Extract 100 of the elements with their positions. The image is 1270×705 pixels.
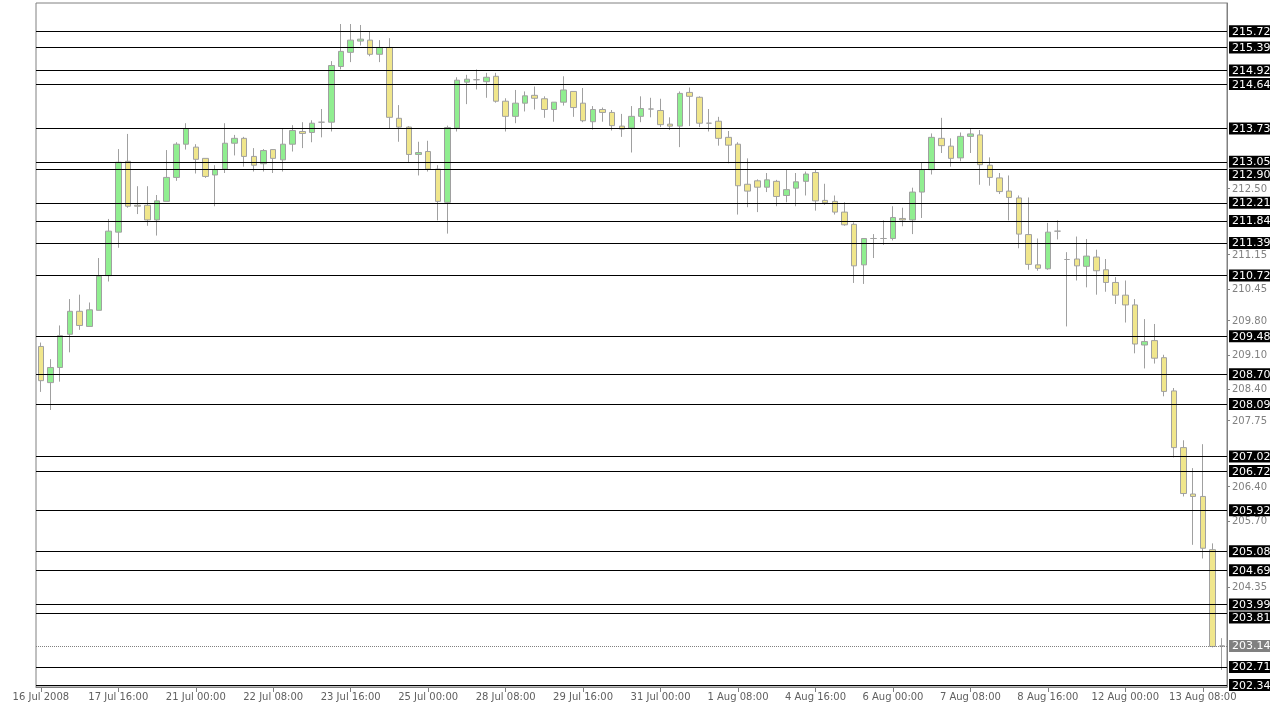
- candlestick: [115, 148, 122, 249]
- candlestick: [396, 104, 402, 143]
- x-tick-label: 23 Jul 16:00: [320, 690, 381, 702]
- candlestick: [1112, 276, 1119, 305]
- candlestick: [987, 156, 993, 187]
- candlestick: [938, 117, 945, 154]
- x-tick-label: 4 Aug 16:00: [784, 690, 847, 702]
- candlestick: [735, 141, 741, 216]
- candlestick: [1141, 318, 1148, 369]
- candlestick: [1006, 174, 1012, 221]
- candlestick: [163, 149, 170, 202]
- candlestick: [1171, 387, 1177, 458]
- y-tick-label: 209.80: [1232, 315, 1268, 327]
- x-tick-label: 12 Aug 00:00: [1091, 690, 1160, 702]
- candlestick: [686, 87, 693, 127]
- candlestick: [560, 75, 567, 107]
- x-tick-label: 8 Aug 16:00: [1017, 690, 1079, 702]
- candlestick: [996, 172, 1003, 195]
- candlestick: [870, 233, 877, 259]
- candlestick: [764, 172, 770, 193]
- candlestick: [531, 86, 538, 111]
- candlestick: [832, 195, 838, 216]
- y-tick-label: 205.70: [1232, 515, 1268, 527]
- candlestick: [502, 97, 509, 132]
- candlestick: [406, 125, 412, 163]
- candlestick: [1209, 542, 1216, 648]
- y-tick-label: 211.15: [1232, 249, 1268, 261]
- candlestick: [948, 137, 954, 168]
- candlestick: [977, 129, 983, 186]
- candlestick: [541, 95, 548, 119]
- candlestick: [241, 136, 247, 168]
- ref-line-label: 214.64: [1232, 77, 1270, 91]
- candlestick: [1093, 249, 1100, 296]
- candlestick: [454, 76, 460, 132]
- candlestick: [890, 205, 896, 241]
- candlestick: [1132, 298, 1138, 354]
- candlestick: [1083, 238, 1090, 288]
- candlestick: [909, 187, 916, 235]
- candlestick: [386, 37, 393, 129]
- y-tick-label: 209.10: [1232, 349, 1268, 361]
- x-tick-label: 6 Aug 00:00: [862, 690, 924, 702]
- ref-line-label: 205.92: [1232, 503, 1270, 517]
- candlestick: [1190, 467, 1196, 546]
- candlestick: [657, 98, 664, 128]
- ref-line-label: 203.14: [1232, 639, 1270, 653]
- candlestick: [260, 148, 267, 173]
- candlestick: [193, 143, 199, 175]
- candlestick: [793, 172, 799, 207]
- candlestick: [1103, 258, 1109, 293]
- y-tick-label: 204.35: [1232, 581, 1268, 593]
- y-tick-label: 208.40: [1232, 383, 1268, 395]
- ref-line-label: 208.70: [1232, 367, 1270, 381]
- candlestick: [1045, 222, 1051, 271]
- candlestick: [357, 24, 364, 47]
- candlestick: [744, 157, 751, 208]
- candlestick: [706, 108, 712, 132]
- y-tick-label: 207.75: [1232, 415, 1268, 427]
- candlestick: [183, 122, 189, 151]
- candlestick: [473, 68, 480, 90]
- candlestick: [134, 185, 141, 215]
- candlestick: [861, 237, 867, 285]
- candlestick: [599, 107, 606, 123]
- x-tick-label: 22 Jul 08:00: [243, 690, 304, 702]
- candlestick: [522, 90, 528, 112]
- candlestick: [1122, 280, 1129, 324]
- ref-line-label: 213.73: [1232, 122, 1270, 136]
- ref-line-label: 203.81: [1232, 610, 1270, 624]
- candlestick: [822, 183, 828, 206]
- ref-line-label: 209.48: [1232, 329, 1270, 343]
- ref-line-label: 208.09: [1232, 397, 1270, 411]
- candlestick: [1035, 237, 1041, 272]
- candlestick: [270, 148, 276, 174]
- candlestick: [609, 109, 615, 132]
- candlestick: [444, 125, 451, 235]
- ref-line-label: 211.84: [1232, 214, 1270, 228]
- candlestick: [280, 128, 286, 173]
- candlestick: [1054, 219, 1061, 240]
- candlestick: [648, 97, 654, 118]
- ref-line-label: 205.08: [1232, 544, 1270, 558]
- x-tick-label: 16 Jul 2008: [12, 690, 70, 702]
- candlestick: [1200, 443, 1206, 560]
- candlestick: [231, 134, 238, 156]
- candlestick: [1064, 251, 1070, 327]
- candlestick: [212, 164, 218, 207]
- candlestick: [638, 95, 644, 123]
- x-tick-label: 31 Jul 00:00: [630, 690, 691, 702]
- y-tick-label: 210.45: [1232, 283, 1268, 295]
- x-tick-label: 28 Jul 08:00: [475, 690, 536, 702]
- x-tick-label: 29 Jul 16:00: [553, 690, 614, 702]
- candlestick: [328, 60, 335, 132]
- candlestick: [725, 130, 732, 164]
- x-tick-label: 17 Jul 16:00: [88, 690, 149, 702]
- candlestick: [1151, 323, 1158, 365]
- candlestick: [144, 185, 151, 227]
- candlestick: [125, 133, 131, 209]
- candlestick: [570, 90, 577, 118]
- ref-line-label: 210.72: [1232, 269, 1270, 283]
- x-tick-label: 1 Aug 08:00: [707, 690, 769, 702]
- candlestick: [367, 30, 373, 57]
- candlestick: [57, 324, 63, 383]
